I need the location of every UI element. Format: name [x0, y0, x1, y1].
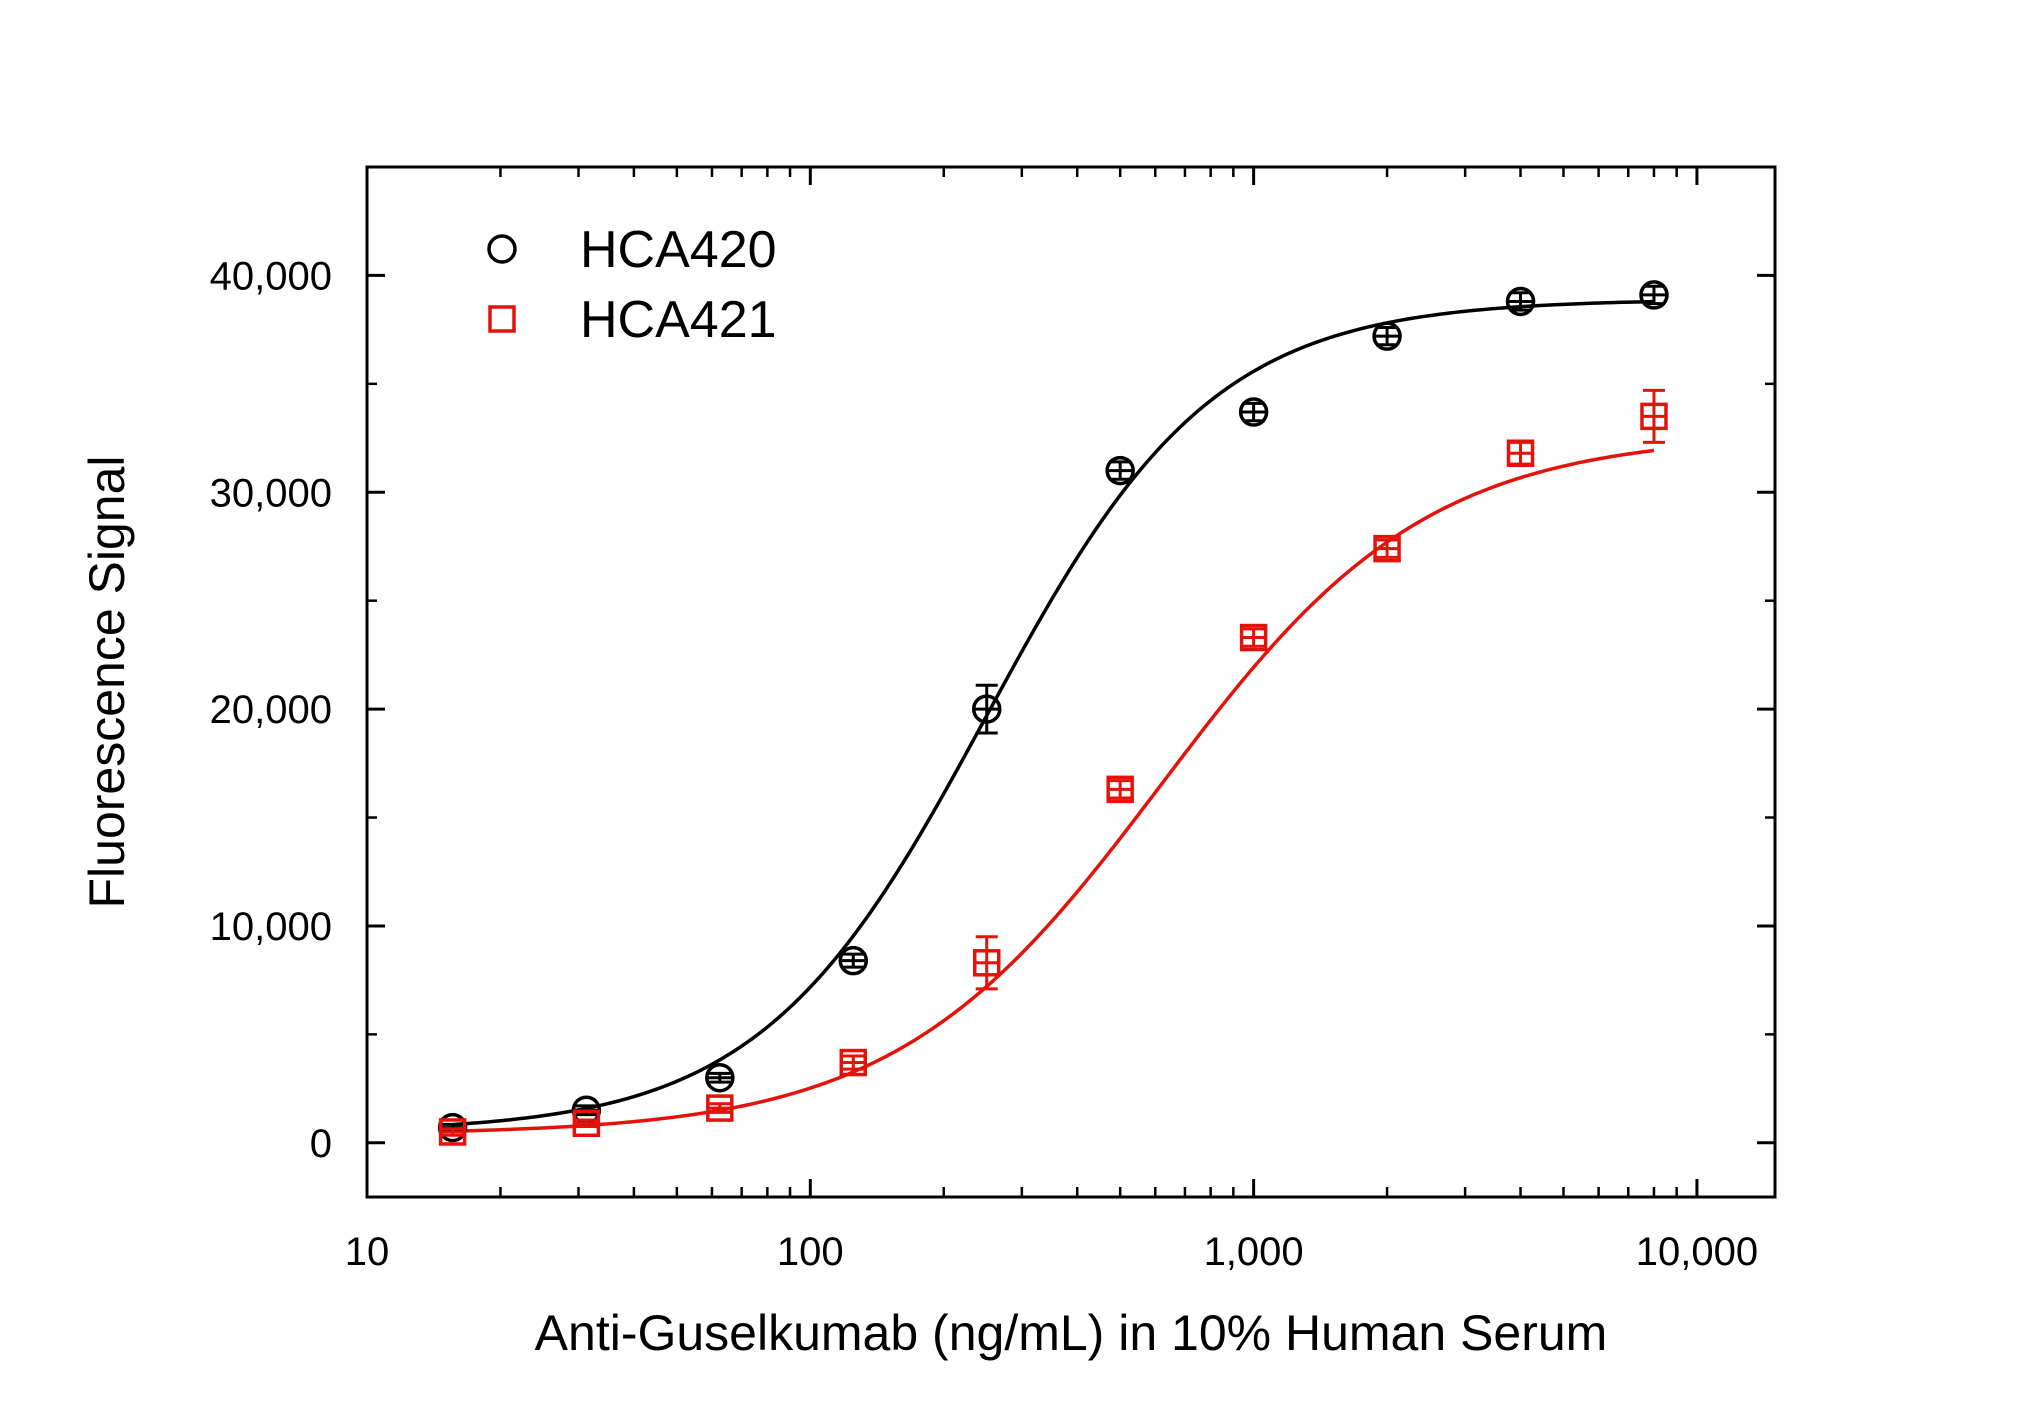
data-point-hca421 [1239, 623, 1268, 652]
fit-curve-hca420 [452, 299, 1655, 1127]
marker-hca421 [972, 949, 1001, 977]
marker-hca421 [839, 1048, 868, 1077]
x-tick-label: 100 [777, 1230, 844, 1274]
marker-hca421 [1373, 534, 1401, 563]
data-point-hca420 [1505, 286, 1536, 317]
data-point-hca420 [971, 683, 1002, 735]
y-axis-title: Fluorescence Signal [79, 455, 135, 908]
data-point-hca420 [1639, 280, 1669, 310]
axes-ticks [365, 167, 1775, 1197]
legend: HCA420 HCA421 [487, 221, 777, 349]
marker-hca420 [1639, 280, 1669, 310]
marker-hca421 [1239, 623, 1268, 652]
marker-hca420 [971, 694, 1002, 724]
data-point-hca421 [438, 1118, 467, 1146]
legend-marker-hca420 [487, 234, 517, 264]
marker-hca421 [1106, 775, 1134, 804]
marker-hca420 [1372, 321, 1402, 351]
y-tick-label: 0 [310, 1122, 332, 1166]
marker-hca421 [438, 1118, 467, 1146]
x-tick-labels: 10 100 1,000 10,000 [345, 1230, 1758, 1274]
y-tick-labels: 0 10,000 20,000 30,000 40,000 [210, 254, 332, 1165]
fit-curve-hca421 [452, 448, 1655, 1133]
marker-hca420 [1238, 397, 1269, 427]
x-axis-title: Anti-Guselkumab (ng/mL) in 10% Human Ser… [535, 1305, 1608, 1361]
x-tick-label: 10 [345, 1230, 390, 1274]
y-tick-label: 20,000 [210, 688, 332, 732]
marker-hca421 [1640, 402, 1668, 431]
data-marks [437, 280, 1669, 1146]
marker-hca421 [1506, 439, 1535, 467]
data-point-hca420 [1105, 455, 1135, 486]
y-tick-label: 10,000 [210, 905, 332, 949]
marker-hca421 [572, 1109, 601, 1138]
data-point-hca420 [838, 945, 869, 976]
data-point-hca420 [1238, 397, 1269, 427]
marker-hca420 [838, 945, 869, 976]
marker-hca420 [1105, 455, 1135, 486]
data-point-hca421 [1106, 775, 1134, 804]
plot-frame [365, 165, 1777, 1199]
marker-hca420 [705, 1062, 735, 1093]
x-tick-label: 1,000 [1204, 1230, 1304, 1274]
y-tick-label: 30,000 [210, 471, 332, 515]
data-point-hca421 [1640, 388, 1668, 444]
y-tick-label: 40,000 [210, 254, 332, 298]
legend-label-hca421: HCA421 [580, 291, 777, 349]
marker-hca420 [1505, 286, 1536, 317]
legend-marker-hca421 [488, 305, 516, 333]
legend-label-hca420: HCA420 [580, 221, 777, 279]
data-point-hca420 [705, 1062, 735, 1093]
data-point-hca421 [572, 1109, 601, 1138]
marker-hca421 [706, 1094, 734, 1122]
data-point-hca421 [706, 1094, 734, 1122]
x-tick-label: 10,000 [1636, 1230, 1758, 1274]
fit-curves [452, 299, 1655, 1133]
data-point-hca420 [1372, 321, 1402, 351]
data-point-hca421 [1506, 439, 1535, 467]
data-point-hca421 [972, 935, 1001, 991]
data-point-hca421 [1373, 534, 1401, 563]
data-point-hca421 [839, 1048, 868, 1077]
